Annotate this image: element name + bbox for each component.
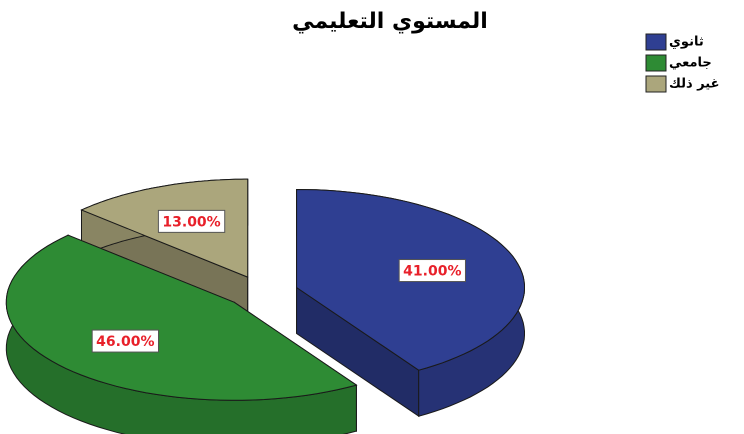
- chart-title: المستوي التعليمي: [292, 9, 488, 34]
- pie: 41.00% 46.00% 13.00%: [5, 178, 525, 434]
- slice: [5, 234, 358, 401]
- value-label: 46.00%: [96, 334, 154, 350]
- legend-swatch: [645, 33, 667, 51]
- value-label: 41.00%: [403, 264, 461, 280]
- value-label-box: [157, 209, 226, 233]
- value-label: 13.00%: [162, 214, 220, 230]
- legend-label: غير ذلك: [669, 77, 719, 92]
- value-label-box: [398, 259, 466, 283]
- value-label-box: [91, 329, 159, 353]
- legend-label: ثانوي: [669, 35, 704, 50]
- legend-swatch: [645, 75, 667, 93]
- legend-label: جامعي: [669, 56, 712, 71]
- legend-swatch: [645, 54, 667, 72]
- legend: ثانوي جامعي غير ذلك: [645, 33, 719, 93]
